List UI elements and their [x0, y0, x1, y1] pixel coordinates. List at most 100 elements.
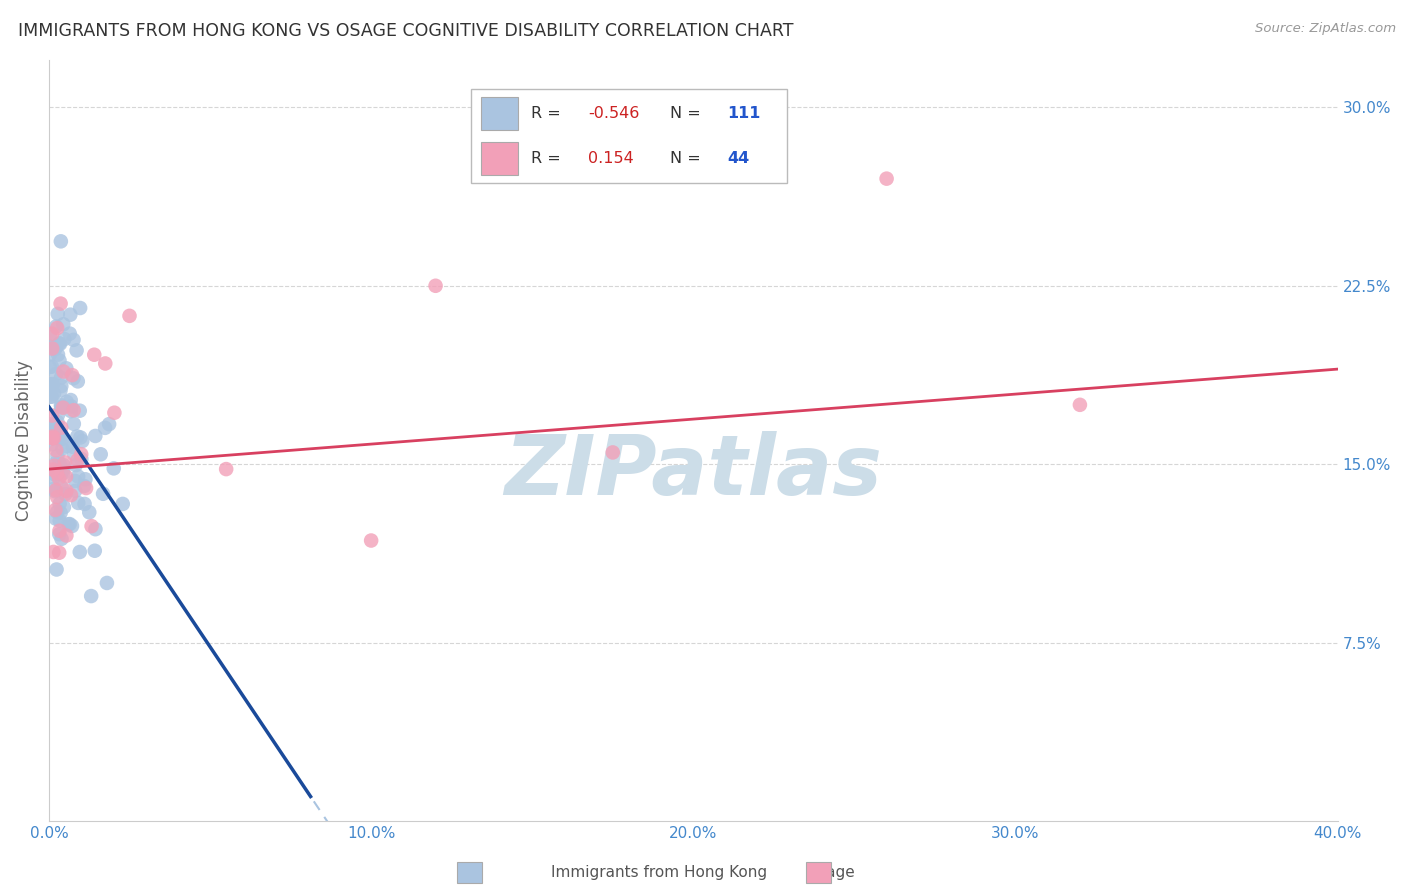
Point [60, 368, 83, 383]
Point [118, 309, 141, 323]
Point [94, 356, 117, 370]
Point [44, 503, 66, 517]
Point [46, 415, 69, 429]
Point [46, 307, 69, 321]
Text: N =: N = [671, 151, 706, 166]
Point [602, 445, 624, 459]
Point [41, 326, 63, 341]
Point [42, 462, 65, 476]
Text: R =: R = [531, 106, 567, 121]
Point [60, 400, 83, 414]
Point [45, 562, 67, 576]
Point [39, 425, 62, 439]
Point [39, 330, 62, 344]
Point [425, 278, 447, 293]
Point [90, 447, 112, 461]
Point [70, 452, 93, 467]
Point [69, 301, 91, 315]
Point [83, 543, 105, 558]
Point [42, 386, 65, 401]
Point [69, 403, 91, 417]
Text: 111: 111 [727, 106, 761, 121]
FancyBboxPatch shape [481, 96, 519, 130]
Point [42, 545, 65, 559]
Point [51, 400, 73, 414]
Point [66, 453, 89, 467]
Point [49, 506, 72, 520]
Point [49, 370, 72, 384]
Y-axis label: Cognitive Disability: Cognitive Disability [15, 360, 32, 521]
Point [45, 511, 67, 525]
Point [41, 409, 63, 423]
Point [59, 404, 82, 418]
Point [49, 467, 72, 481]
Point [62, 440, 84, 454]
Point [65, 343, 87, 358]
Point [63, 474, 86, 488]
Point [41, 431, 63, 445]
Point [52, 365, 75, 379]
Point [42, 431, 65, 445]
Point [44, 467, 66, 482]
Point [53, 332, 76, 346]
Point [41, 437, 63, 451]
Text: -0.546: -0.546 [588, 106, 640, 121]
Point [51, 420, 73, 434]
Point [41, 390, 63, 404]
Point [77, 505, 100, 519]
Point [42, 417, 65, 432]
Point [1069, 398, 1091, 412]
Text: ZIPatlas: ZIPatlas [505, 431, 882, 511]
Point [69, 430, 91, 444]
Text: 44: 44 [727, 151, 749, 166]
Point [48, 527, 70, 541]
Point [41, 429, 63, 443]
Point [103, 461, 125, 475]
Point [62, 371, 84, 385]
Point [41, 377, 63, 392]
Point [52, 466, 75, 480]
Point [45, 319, 67, 334]
Point [49, 428, 72, 442]
Point [63, 483, 86, 498]
Point [65, 458, 87, 472]
Point [84, 522, 107, 536]
Point [45, 340, 67, 354]
Point [49, 458, 72, 472]
Point [111, 497, 134, 511]
Point [876, 171, 898, 186]
Point [48, 336, 70, 351]
Point [44, 484, 66, 499]
Point [46, 490, 69, 504]
Point [49, 296, 72, 310]
Point [52, 318, 75, 332]
Point [98, 417, 121, 431]
Point [94, 421, 117, 435]
Point [67, 496, 90, 510]
Point [48, 353, 70, 368]
Point [55, 483, 77, 498]
Point [62, 403, 84, 417]
Point [51, 429, 73, 443]
Point [51, 432, 73, 446]
Point [215, 462, 238, 476]
Point [44, 482, 66, 496]
Point [45, 367, 67, 381]
Point [52, 500, 75, 515]
Point [55, 487, 77, 501]
Point [41, 431, 63, 445]
Point [46, 449, 69, 463]
Point [69, 545, 91, 559]
Point [58, 517, 80, 532]
Point [55, 361, 77, 376]
Point [72, 434, 94, 449]
Point [83, 348, 105, 362]
Point [48, 457, 70, 471]
Point [44, 342, 66, 356]
Point [96, 576, 118, 591]
FancyBboxPatch shape [471, 89, 787, 183]
Point [51, 481, 73, 495]
Point [55, 439, 77, 453]
Point [52, 462, 75, 476]
Point [75, 481, 97, 495]
